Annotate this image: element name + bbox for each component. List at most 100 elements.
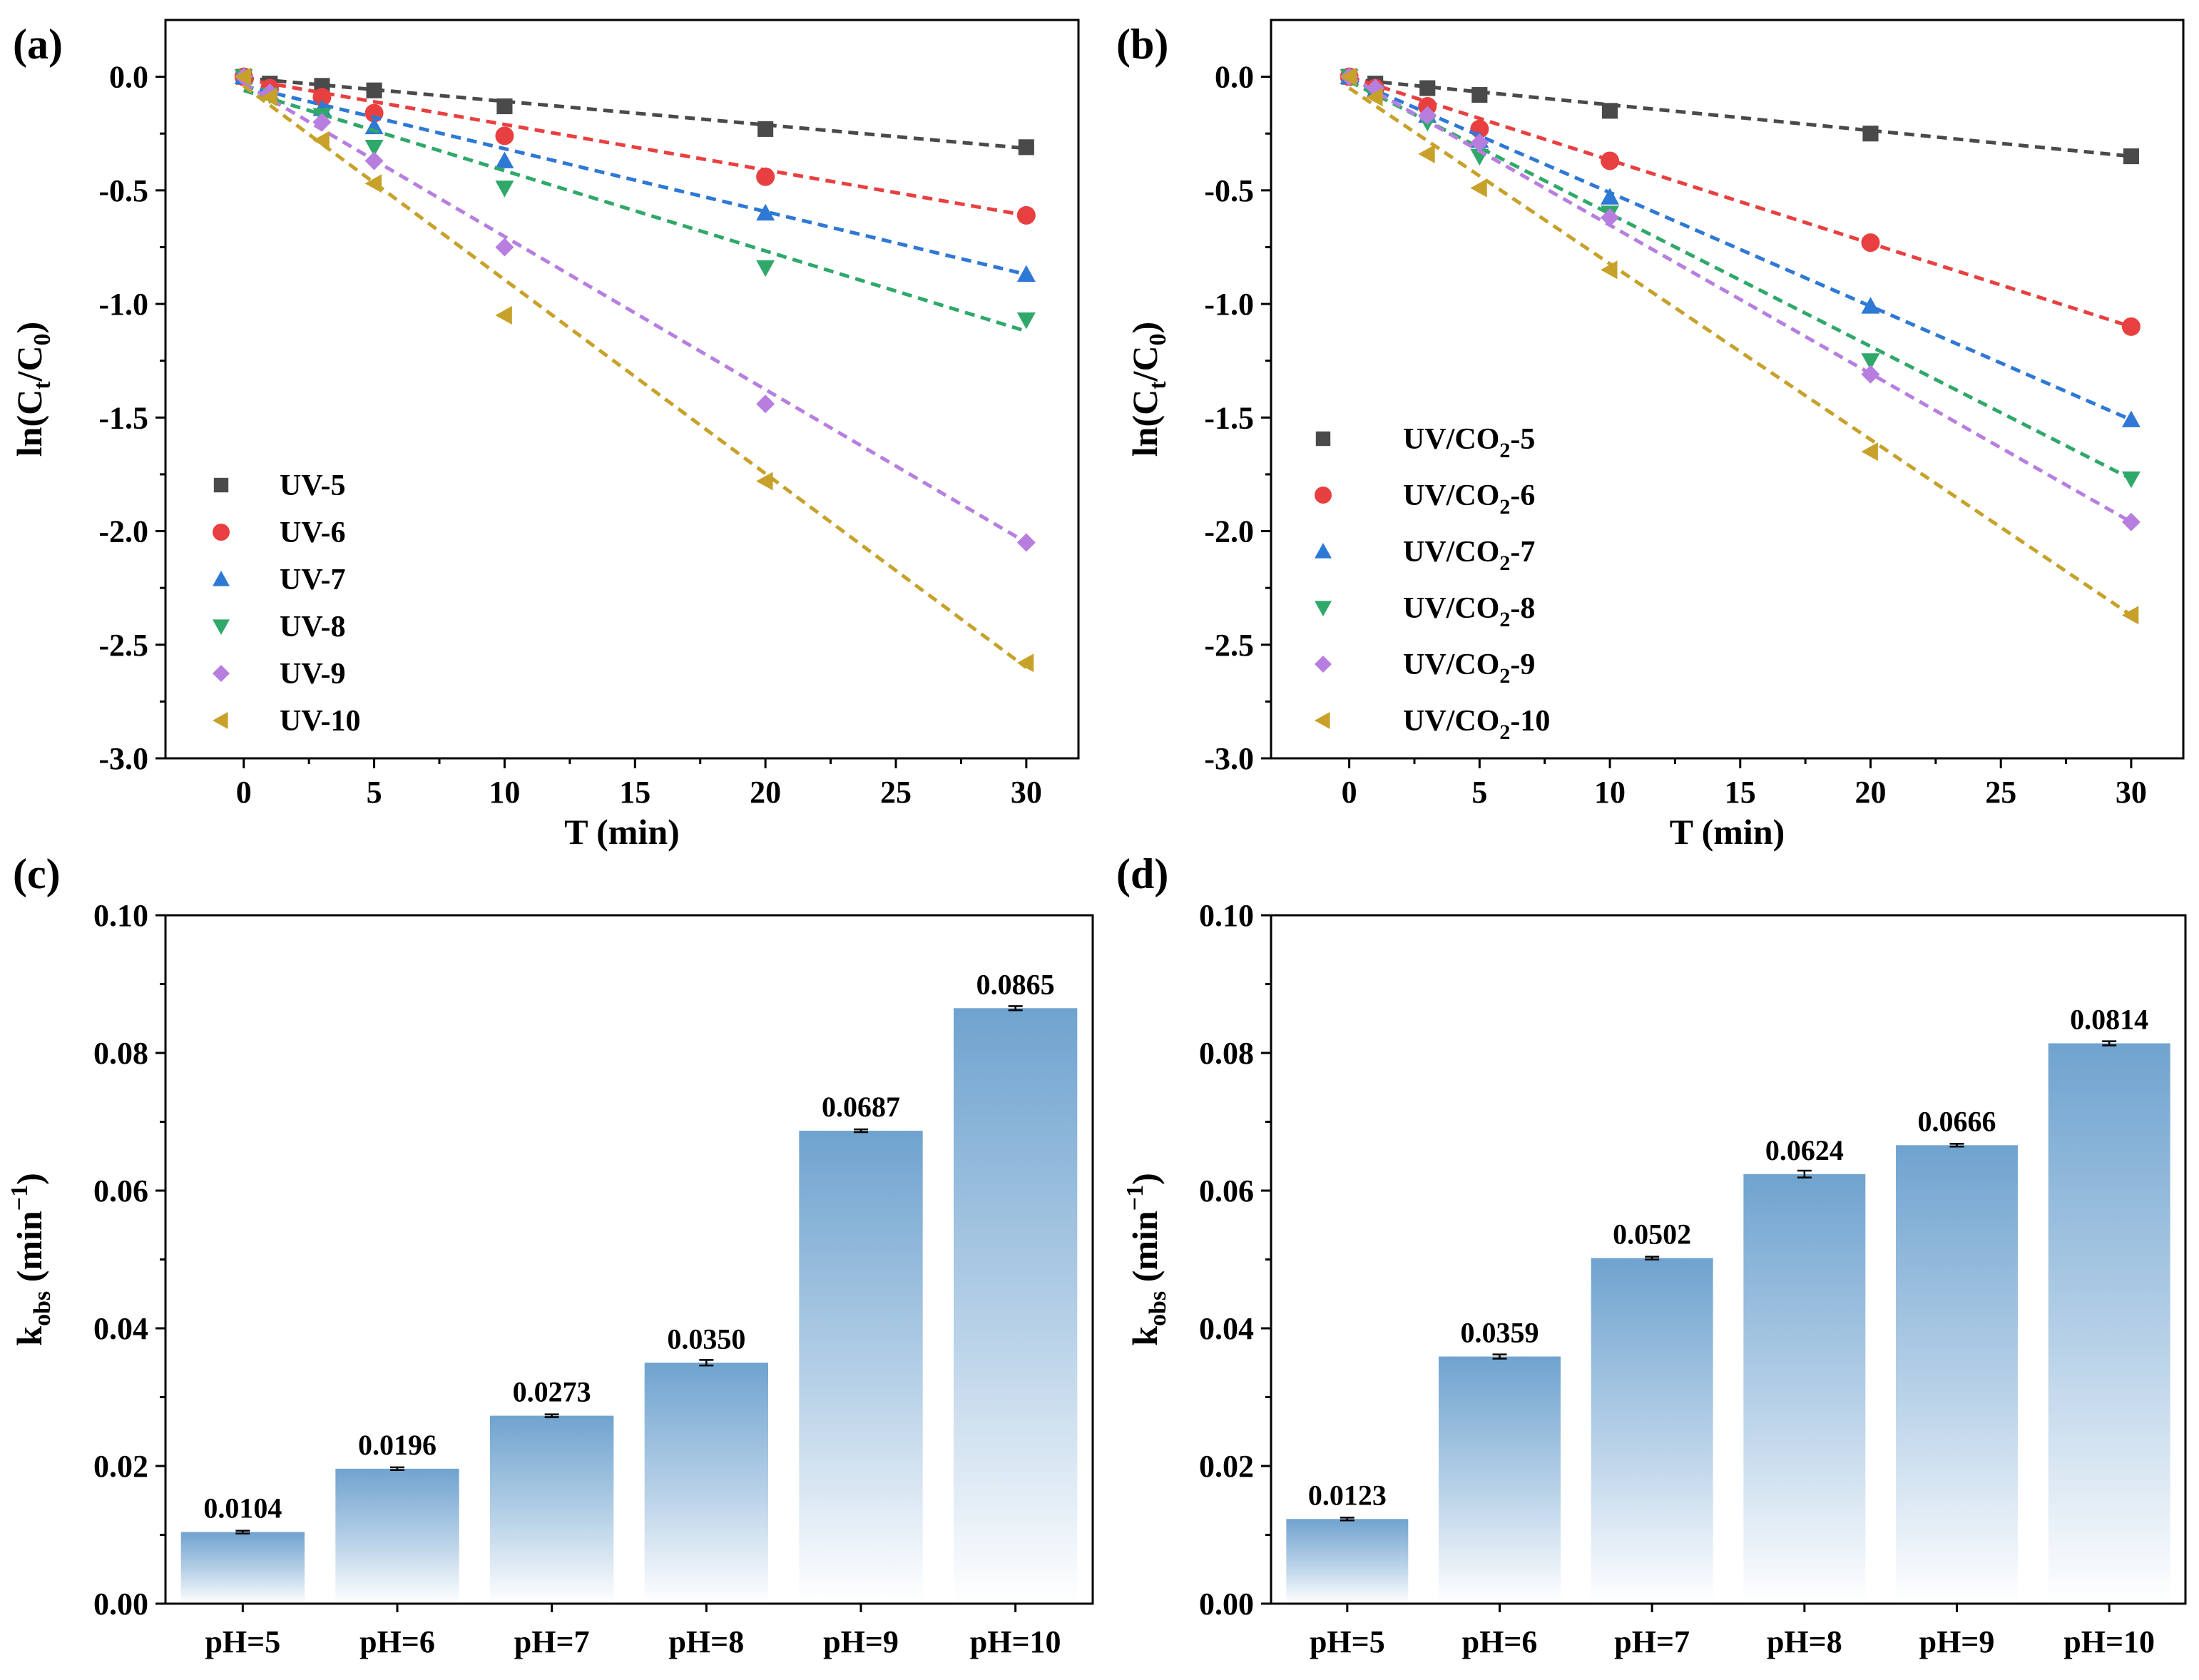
panel-a-xlabel: T (min)	[564, 812, 680, 852]
panel-a-legend: UV-5 UV-6 UV-7 UV-8 UV-9 UV-10	[213, 469, 361, 738]
panel-a-legend-label-1-part-0: UV-6	[280, 516, 346, 549]
panel-c-value-label-1: 0.0196	[358, 1429, 437, 1461]
panel-a-point-5-5	[756, 472, 773, 491]
panel-c-y-tick-label: 0.04	[93, 1311, 148, 1346]
panel-a-x-tick-label: 20	[750, 775, 781, 810]
panel-d-bar-5	[2048, 1043, 2170, 1604]
panel-c-bar-2	[490, 1415, 614, 1604]
panel-a-y-tick-label: -3.0	[98, 741, 148, 776]
panel-c-ylabel: kobs (min−1)	[6, 1173, 56, 1345]
panel-c-error-bar-2	[544, 1413, 559, 1418]
panel-b-legend-label-2-part-2: -7	[1510, 536, 1535, 569]
panel-a-legend-marker-0	[213, 477, 229, 493]
panel-c-bar-5	[954, 1008, 1078, 1604]
panel-d-y-axis: 0.00 0.02 0.04 0.06 0.08 0.10	[1199, 898, 1271, 1622]
panel-b-x-tick-label: 15	[1725, 775, 1756, 810]
panel-d-error-bar-3	[1797, 1169, 1812, 1178]
panel-c-category-label-3: pH=8	[668, 1624, 744, 1659]
panel-b-legend-label-5-part-2: -10	[1510, 705, 1550, 738]
panel-b-point-1-6	[2121, 317, 2141, 336]
panel-b-x-tick-label: 30	[2116, 775, 2147, 810]
panel-a-legend-label-0: UV-5	[280, 469, 346, 502]
panel-d-ylabel-part-1: obs	[1145, 1291, 1171, 1326]
panel-a-legend-marker-4	[213, 665, 230, 682]
panel-b-y-axis: 0.0 -0.5 -1.0 -1.5 -2.0 -2.5 -3.0	[1204, 60, 1271, 776]
panel-a-label: (a)	[13, 21, 63, 68]
panel-a-series-5	[234, 67, 1034, 673]
panel-b-series-5	[1340, 67, 2139, 625]
panel-b-fit-line-5	[1348, 86, 2133, 617]
panel-b-label: (b)	[1116, 21, 1168, 68]
panel-a-ylabel-part-2: /C	[9, 345, 49, 382]
panel-a-point-5-1	[260, 88, 277, 107]
panel-c-bar-4	[799, 1131, 923, 1604]
panel-b-x-tick-label: 0	[1342, 775, 1357, 810]
panel-c-value-label-2: 0.0273	[513, 1376, 591, 1408]
panel-b-fit-line-1	[1348, 75, 2132, 329]
panel-b-x-tick-label: 5	[1471, 775, 1487, 810]
panel-b-y-tick-label: 0.0	[1215, 60, 1254, 95]
panel-c-x-axis: pH=5 pH=6 pH=7 pH=8 pH=9 pH=10	[205, 1604, 1061, 1659]
panel-a-x-axis: 0 5 10 15 20 25 30	[236, 758, 1042, 810]
panel-a-fit-line-3	[243, 88, 1027, 333]
panel-d-ylabel-part-3: −1	[1122, 1185, 1148, 1211]
panel-c-error-bar-0	[235, 1529, 250, 1534]
panel-b-legend-label-0-part-1: 2	[1499, 439, 1510, 462]
panel-b-fit-line-2	[1348, 77, 2132, 422]
panel-a-x-tick-label: 30	[1011, 775, 1042, 810]
panel-b-y-tick-label: -2.0	[1204, 514, 1254, 549]
panel-b-point-4-6	[2121, 512, 2141, 531]
panel-a-point-1-6	[1016, 205, 1036, 225]
panel-b-point-1-4	[1601, 151, 1620, 170]
panel-c-category-label-1: pH=6	[359, 1624, 435, 1659]
panel-a-point-2-4	[495, 151, 514, 168]
panel-a-point-3-4	[495, 180, 514, 198]
panel-d-y-tick-label: 0.10	[1199, 898, 1254, 933]
panel-a-point-0-5	[757, 121, 774, 137]
panel-b-point-4-5	[1861, 365, 1880, 384]
panel-c-ylabel-part-0: k	[9, 1326, 49, 1346]
panel-d-value-label-5: 0.0814	[2070, 1003, 2148, 1035]
panel-b-legend-label-3: UV/CO2-8	[1403, 592, 1535, 631]
panel-b-point-4-4	[1601, 208, 1620, 228]
panel-a-point-3-3	[364, 139, 384, 157]
panel-b-point-2-5	[1861, 297, 1880, 314]
panel-a-x-tick-label: 10	[489, 775, 520, 810]
panel-b-point-0-3	[1471, 87, 1488, 103]
panel-d-value-label-1: 0.0359	[1461, 1317, 1539, 1349]
panel-d-value-label-4: 0.0666	[1918, 1105, 1996, 1137]
panel-b-legend-label-4-part-0: UV/CO	[1403, 648, 1499, 681]
panel-a-point-2-6	[1016, 265, 1036, 282]
panel-a-y-tick-label: -2.5	[98, 628, 148, 663]
panel-c-bar-0	[180, 1532, 305, 1604]
panel-a-series-2	[234, 67, 1036, 282]
panel-a-ylabel-part-4: )	[9, 322, 49, 334]
panel-b-legend-label-5-part-1: 2	[1499, 721, 1510, 744]
panel-d-category-label-4: pH=9	[1919, 1624, 1995, 1659]
panel-b-legend-label-1: UV/CO2-6	[1403, 479, 1535, 519]
panel-c-y-axis: 0.00 0.02 0.04 0.06 0.08 0.10	[93, 898, 165, 1622]
panel-b-legend-label-1-part-0: UV/CO	[1403, 479, 1499, 512]
panel-d-value-label-0: 0.0123	[1308, 1479, 1387, 1511]
panel-a-legend-label-4-part-0: UV-9	[280, 658, 346, 691]
panels: (a) 0.0-0.5-1.0-1.5-2.0-2.5-3.0 ln(Ct/C0) 0…	[6, 19, 2187, 1659]
panel-b-point-2-4	[1601, 188, 1620, 205]
panel-a-legend-label-4: UV-9	[280, 658, 346, 691]
panel-b-point-5-5	[1861, 442, 1878, 462]
panel-a-point-4-3	[364, 151, 384, 170]
panel-a-point-2-5	[756, 203, 775, 221]
panel-b-ylabel-part-1: t	[1145, 381, 1171, 390]
panel-b-legend-marker-2	[1315, 543, 1332, 559]
panel-d-error-bar-5	[2102, 1040, 2117, 1047]
panel-b-legend-label-0-part-0: UV/CO	[1403, 423, 1499, 456]
panel-a-ylabel: ln(Ct/C0)	[9, 322, 56, 457]
panel-c-y-tick-label: 0.06	[93, 1174, 148, 1208]
panel-b-legend-label-4: UV/CO2-9	[1403, 648, 1535, 688]
panel-a-fit-line-2	[243, 83, 1027, 277]
panel-a-legend-label-2-part-0: UV-7	[280, 564, 346, 596]
panel-c: (c) 0.00 0.02 0.04 0.06 0.08 0.10 kobs (min−1) p…	[6, 850, 1094, 1659]
panel-b-legend-marker-1	[1315, 487, 1332, 504]
panel-c-frame-top	[164, 914, 1094, 1605]
panel-a-y-tick-label: -1.5	[98, 400, 148, 435]
panel-b-legend-marker-0	[1315, 431, 1331, 447]
